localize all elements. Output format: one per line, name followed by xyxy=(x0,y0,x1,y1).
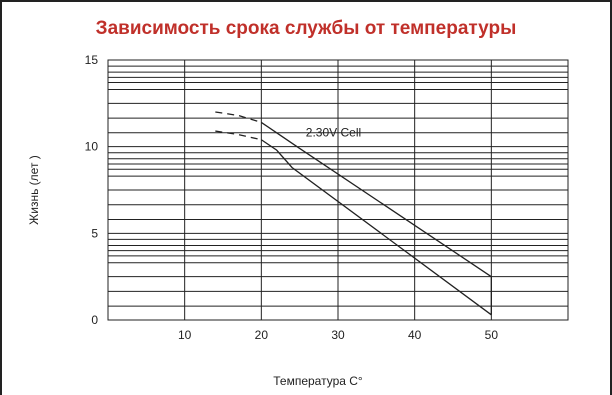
x-tick-label: 20 xyxy=(255,328,269,342)
chart-ticks: 10 20 30 40 50 0 5 10 15 xyxy=(85,53,499,342)
chart-marks xyxy=(215,112,491,315)
y-tick-label: 5 xyxy=(91,226,98,240)
chart-grid xyxy=(108,60,568,320)
series-upper-dashed xyxy=(215,112,261,122)
x-tick-label: 50 xyxy=(485,328,499,342)
series-upper-line xyxy=(261,122,491,276)
series-lower-line xyxy=(261,140,491,315)
y-tick-label: 15 xyxy=(85,53,99,67)
y-tick-label: 0 xyxy=(91,313,98,327)
series-annotation: 2.30V Cell xyxy=(306,125,361,139)
y-axis-label: Жизнь (лет ) xyxy=(27,155,41,225)
y-tick-label: 10 xyxy=(85,140,99,154)
x-tick-label: 30 xyxy=(331,328,345,342)
x-tick-label: 40 xyxy=(408,328,422,342)
x-tick-label: 10 xyxy=(178,328,192,342)
x-axis-label: Температура C° xyxy=(273,374,363,388)
